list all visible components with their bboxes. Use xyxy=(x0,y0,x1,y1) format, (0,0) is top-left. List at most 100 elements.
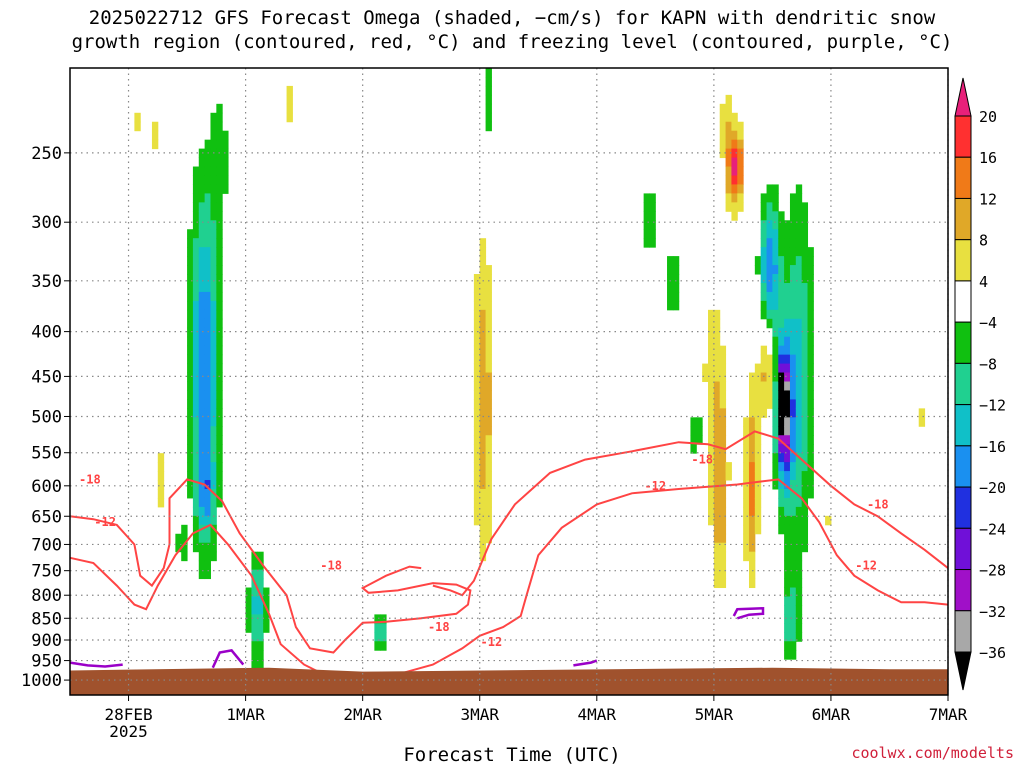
omega-cell xyxy=(795,327,803,338)
omega-cell xyxy=(485,444,492,454)
omega-cell xyxy=(251,551,258,562)
omega-cell xyxy=(743,551,750,562)
credit-link[interactable]: coolwx.com/modelts xyxy=(851,744,1014,762)
omega-cell xyxy=(485,103,492,114)
omega-cell xyxy=(198,247,206,257)
omega-cell xyxy=(784,300,791,311)
omega-cell xyxy=(754,256,762,266)
omega-cell xyxy=(719,524,727,535)
omega-cell xyxy=(216,103,223,114)
omega-cell xyxy=(748,515,756,526)
omega-cell xyxy=(795,363,803,374)
omega-cell xyxy=(719,560,727,571)
omega-cell xyxy=(795,265,803,275)
omega-cell xyxy=(801,462,809,472)
omega-cell xyxy=(789,336,797,347)
omega-cell xyxy=(210,175,217,185)
omega-cell xyxy=(192,524,200,535)
omega-cell xyxy=(725,184,732,194)
omega-cell xyxy=(778,497,785,508)
omega-cell xyxy=(743,515,750,526)
omega-cell xyxy=(192,175,200,185)
omega-cell xyxy=(772,444,779,454)
omega-cell xyxy=(175,542,182,553)
omega-cell xyxy=(807,282,814,293)
omega-cell xyxy=(216,256,223,266)
omega-cell xyxy=(204,238,211,248)
omega-cell xyxy=(708,381,715,391)
omega-cell xyxy=(807,435,814,445)
omega-cell xyxy=(192,309,200,320)
omega-cell xyxy=(198,291,206,302)
omega-cell xyxy=(473,453,481,463)
omega-cell xyxy=(198,238,206,248)
omega-cell xyxy=(257,596,264,606)
omega-cell xyxy=(192,533,200,544)
omega-cell xyxy=(479,282,487,293)
omega-cell xyxy=(222,139,229,150)
omega-cell xyxy=(204,175,211,185)
omega-cell xyxy=(807,274,814,284)
omega-cell xyxy=(485,363,492,374)
omega-cell xyxy=(192,300,200,311)
omega-cell xyxy=(210,533,217,544)
omega-cell xyxy=(766,229,773,239)
omega-cell xyxy=(789,614,797,624)
isotherm-label: -12 xyxy=(94,515,116,529)
omega-cell xyxy=(485,399,492,409)
omega-cell xyxy=(473,417,481,427)
x-axis-title: Forecast Time (UTC) xyxy=(403,744,621,766)
omega-cell xyxy=(784,336,791,347)
omega-cell xyxy=(766,354,773,365)
omega-cell xyxy=(795,318,803,329)
omega-cell xyxy=(181,524,188,535)
freezing-level-c xyxy=(573,659,598,667)
omega-cell xyxy=(748,399,756,409)
omega-cell xyxy=(485,354,492,365)
omega-cell xyxy=(479,480,487,490)
isotherm-minus12 xyxy=(69,478,949,680)
omega-cell xyxy=(204,435,211,445)
omega-cell xyxy=(719,453,727,463)
omega-cell xyxy=(784,632,791,642)
omega-cell xyxy=(789,372,797,382)
omega-cell xyxy=(784,238,791,248)
omega-cell xyxy=(789,560,797,571)
omega-cell xyxy=(187,372,194,382)
omega-cell xyxy=(198,542,206,553)
omega-cell xyxy=(766,309,773,320)
omega-cell xyxy=(766,399,773,409)
omega-cell xyxy=(708,417,715,427)
omega-cell xyxy=(204,390,211,400)
omega-cell xyxy=(795,560,803,571)
omega-cell xyxy=(778,462,785,472)
omega-cell xyxy=(485,524,492,535)
omega-cell xyxy=(222,166,229,176)
omega-cell xyxy=(485,417,492,427)
omega-cell xyxy=(772,256,779,266)
omega-cell xyxy=(784,560,791,571)
omega-cell xyxy=(719,390,727,400)
omega-cell xyxy=(257,569,264,580)
omega-cell xyxy=(204,524,211,535)
omega-cell xyxy=(210,229,217,239)
omega-cell xyxy=(198,220,206,230)
omega-cell xyxy=(743,480,750,490)
omega-cell xyxy=(198,157,206,168)
omega-cell xyxy=(807,480,814,490)
omega-cell xyxy=(784,318,791,329)
axes-layer: 2503003504004505005506006507007508008509… xyxy=(21,67,968,741)
omega-cell xyxy=(245,596,252,606)
omega-cell xyxy=(748,578,756,589)
omega-shading-layer xyxy=(134,68,926,669)
omega-cell xyxy=(795,399,803,409)
omega-cell xyxy=(784,390,791,400)
omega-cell xyxy=(713,426,721,436)
omega-cell xyxy=(795,202,803,212)
omega-cell xyxy=(479,300,487,311)
freezing-level-d xyxy=(732,607,765,620)
isotherm-label: -12 xyxy=(644,479,666,493)
omega-cell xyxy=(713,345,721,356)
omega-cell xyxy=(784,408,791,418)
omega-cell xyxy=(192,184,200,194)
